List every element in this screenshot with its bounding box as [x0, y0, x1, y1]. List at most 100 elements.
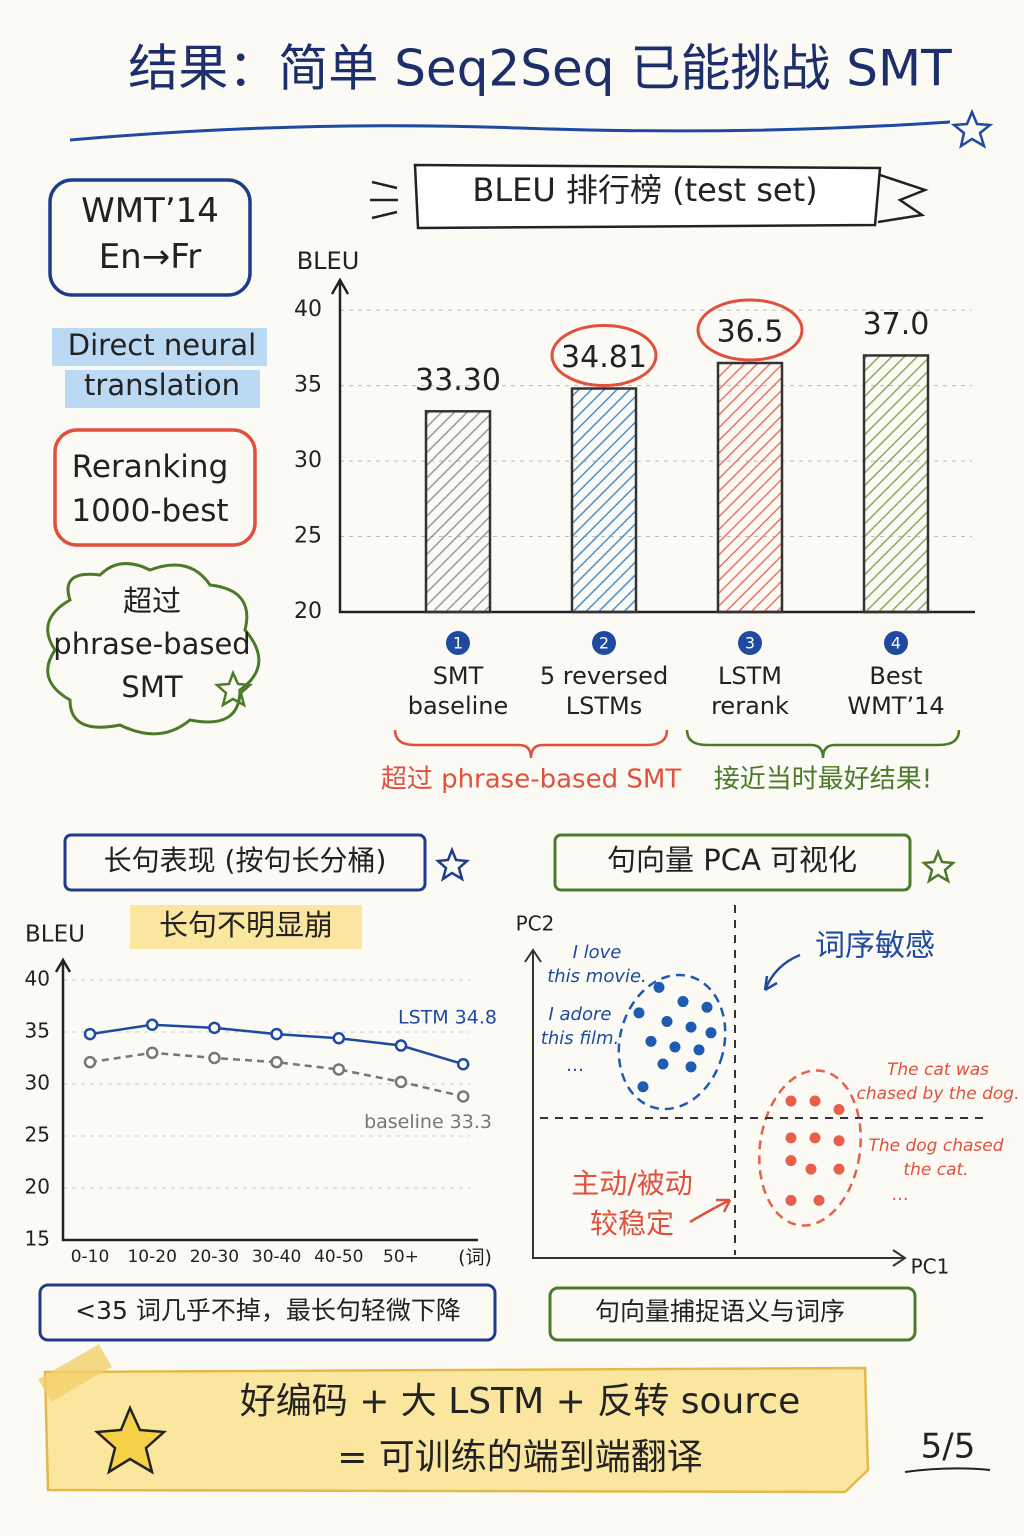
point: [83, 1055, 97, 1069]
bar: [716, 361, 784, 614]
point: [677, 996, 689, 1008]
x-axis-label: PC1: [911, 1255, 950, 1279]
x-tick-label: 0-10: [71, 1247, 110, 1267]
example: I love this movie.: [547, 942, 647, 987]
arrow: [763, 953, 801, 992]
highlight: [52, 328, 267, 366]
y-tick-label: 40: [294, 297, 322, 322]
point: [785, 1095, 797, 1107]
point: [785, 1155, 797, 1167]
brace: [685, 729, 961, 759]
point: [653, 981, 665, 993]
group-annotation: 超过 phrase-based SMT: [381, 765, 681, 795]
point: [645, 1035, 657, 1047]
point: [394, 1039, 408, 1052]
banner-text: 好编码 + 大 LSTM + 反转 source = 可训练的端到端翻译: [240, 1381, 801, 1478]
annotation: 词序敏感: [815, 929, 935, 964]
highlight: [65, 370, 260, 408]
value-label: 34.81: [561, 340, 647, 375]
x-tick-label: 5 reversed LSTMs: [540, 662, 668, 720]
bar: [424, 410, 492, 614]
banner: [43, 1366, 870, 1494]
badge-text: 长句不明显崩: [159, 908, 333, 942]
arrow: [689, 1198, 732, 1224]
example: …: [566, 1055, 584, 1076]
title-underline: [69, 120, 951, 142]
point: [208, 1021, 221, 1035]
group-annotation: 接近当时最好结果!: [714, 765, 932, 795]
point: [833, 1163, 845, 1175]
point: [785, 1194, 797, 1206]
rank-number: 1: [453, 634, 463, 653]
x-tick-label: 10-20: [127, 1247, 176, 1267]
point: [145, 1046, 159, 1060]
rank-number: 4: [891, 634, 901, 653]
point: [83, 1027, 97, 1041]
series-label: LSTM 34.8: [398, 1007, 497, 1029]
y-tick-label: 30: [294, 448, 322, 473]
point: [809, 1132, 821, 1144]
point: [633, 1007, 645, 1019]
chart-title: 句向量 PCA 可视化: [607, 843, 857, 877]
y-tick-label: 25: [294, 524, 322, 549]
star: [93, 1404, 168, 1475]
value-label: 37.0: [863, 307, 930, 342]
label-circle: [550, 324, 658, 388]
point: [270, 1055, 283, 1069]
title-box: [63, 833, 427, 892]
y-tick-label: 30: [25, 1071, 50, 1095]
y-tick-label: 20: [294, 599, 322, 624]
side-note: WMT’14 En→Fr: [81, 191, 219, 277]
rank-badge: [884, 631, 908, 655]
side-note: Reranking 1000-best: [71, 449, 228, 529]
point: [208, 1051, 221, 1065]
bar: [862, 354, 930, 614]
point: [805, 1163, 817, 1175]
rank-badge: [592, 631, 616, 655]
side-note: 超过 phrase-based SMT: [53, 584, 250, 704]
point: [332, 1063, 346, 1076]
star: [921, 848, 957, 884]
x-tick-label: SMT baseline: [408, 662, 509, 720]
note-box: [53, 428, 257, 547]
y-axis-label: PC2: [516, 912, 555, 936]
point: [270, 1027, 283, 1041]
x-tick-label: LSTM rerank: [711, 662, 789, 720]
y-tick-label: 25: [25, 1123, 50, 1147]
x-axis-label: (词): [458, 1247, 492, 1269]
example: The cat was chased by the dog.: [857, 1060, 1020, 1104]
chart-title: BLEU 排行榜 (test set): [472, 171, 817, 209]
point: [693, 1044, 705, 1056]
slide-title: 结果：简单 Seq2Seq 已能挑战 SMT: [128, 40, 952, 98]
point: [637, 1081, 649, 1093]
point: [705, 1027, 717, 1039]
point: [813, 1194, 825, 1206]
x-tick-label: 40-50: [314, 1247, 363, 1267]
cluster: [758, 1069, 862, 1227]
y-axis-label: BLEU: [25, 922, 85, 948]
tape: [38, 1344, 112, 1402]
badge: [130, 905, 362, 949]
ribbon-tail: [877, 173, 929, 224]
y-tick-label: 35: [25, 1019, 50, 1043]
y-tick-label: 40: [25, 967, 50, 991]
caption: <35 词几乎不掉，最长句轻微下降: [75, 1296, 461, 1325]
y-tick-label: 35: [294, 373, 322, 398]
y-tick-label: 20: [25, 1175, 50, 1199]
point: [456, 1057, 470, 1071]
series-label: baseline 33.3: [364, 1111, 492, 1133]
bar: [570, 387, 638, 614]
note-cloud: [46, 562, 261, 736]
y-axis-label: BLEU: [297, 247, 360, 275]
page-number: 5/5: [921, 1427, 976, 1467]
title-ribbon: [413, 163, 882, 230]
x-tick-label: Best WMT’14: [847, 662, 944, 720]
rank-badge: [446, 631, 470, 655]
marks: 20 25 30 35 40 33.30 1 SMT baseline 34.81 2 5 rever…: [25, 277, 990, 1267]
point: [145, 1018, 159, 1031]
cluster: [617, 973, 727, 1111]
chart-title: 长句表现 (按句长分桶): [104, 844, 387, 877]
x-tick-label: 50+: [383, 1247, 419, 1267]
rank-number: 2: [599, 634, 609, 653]
